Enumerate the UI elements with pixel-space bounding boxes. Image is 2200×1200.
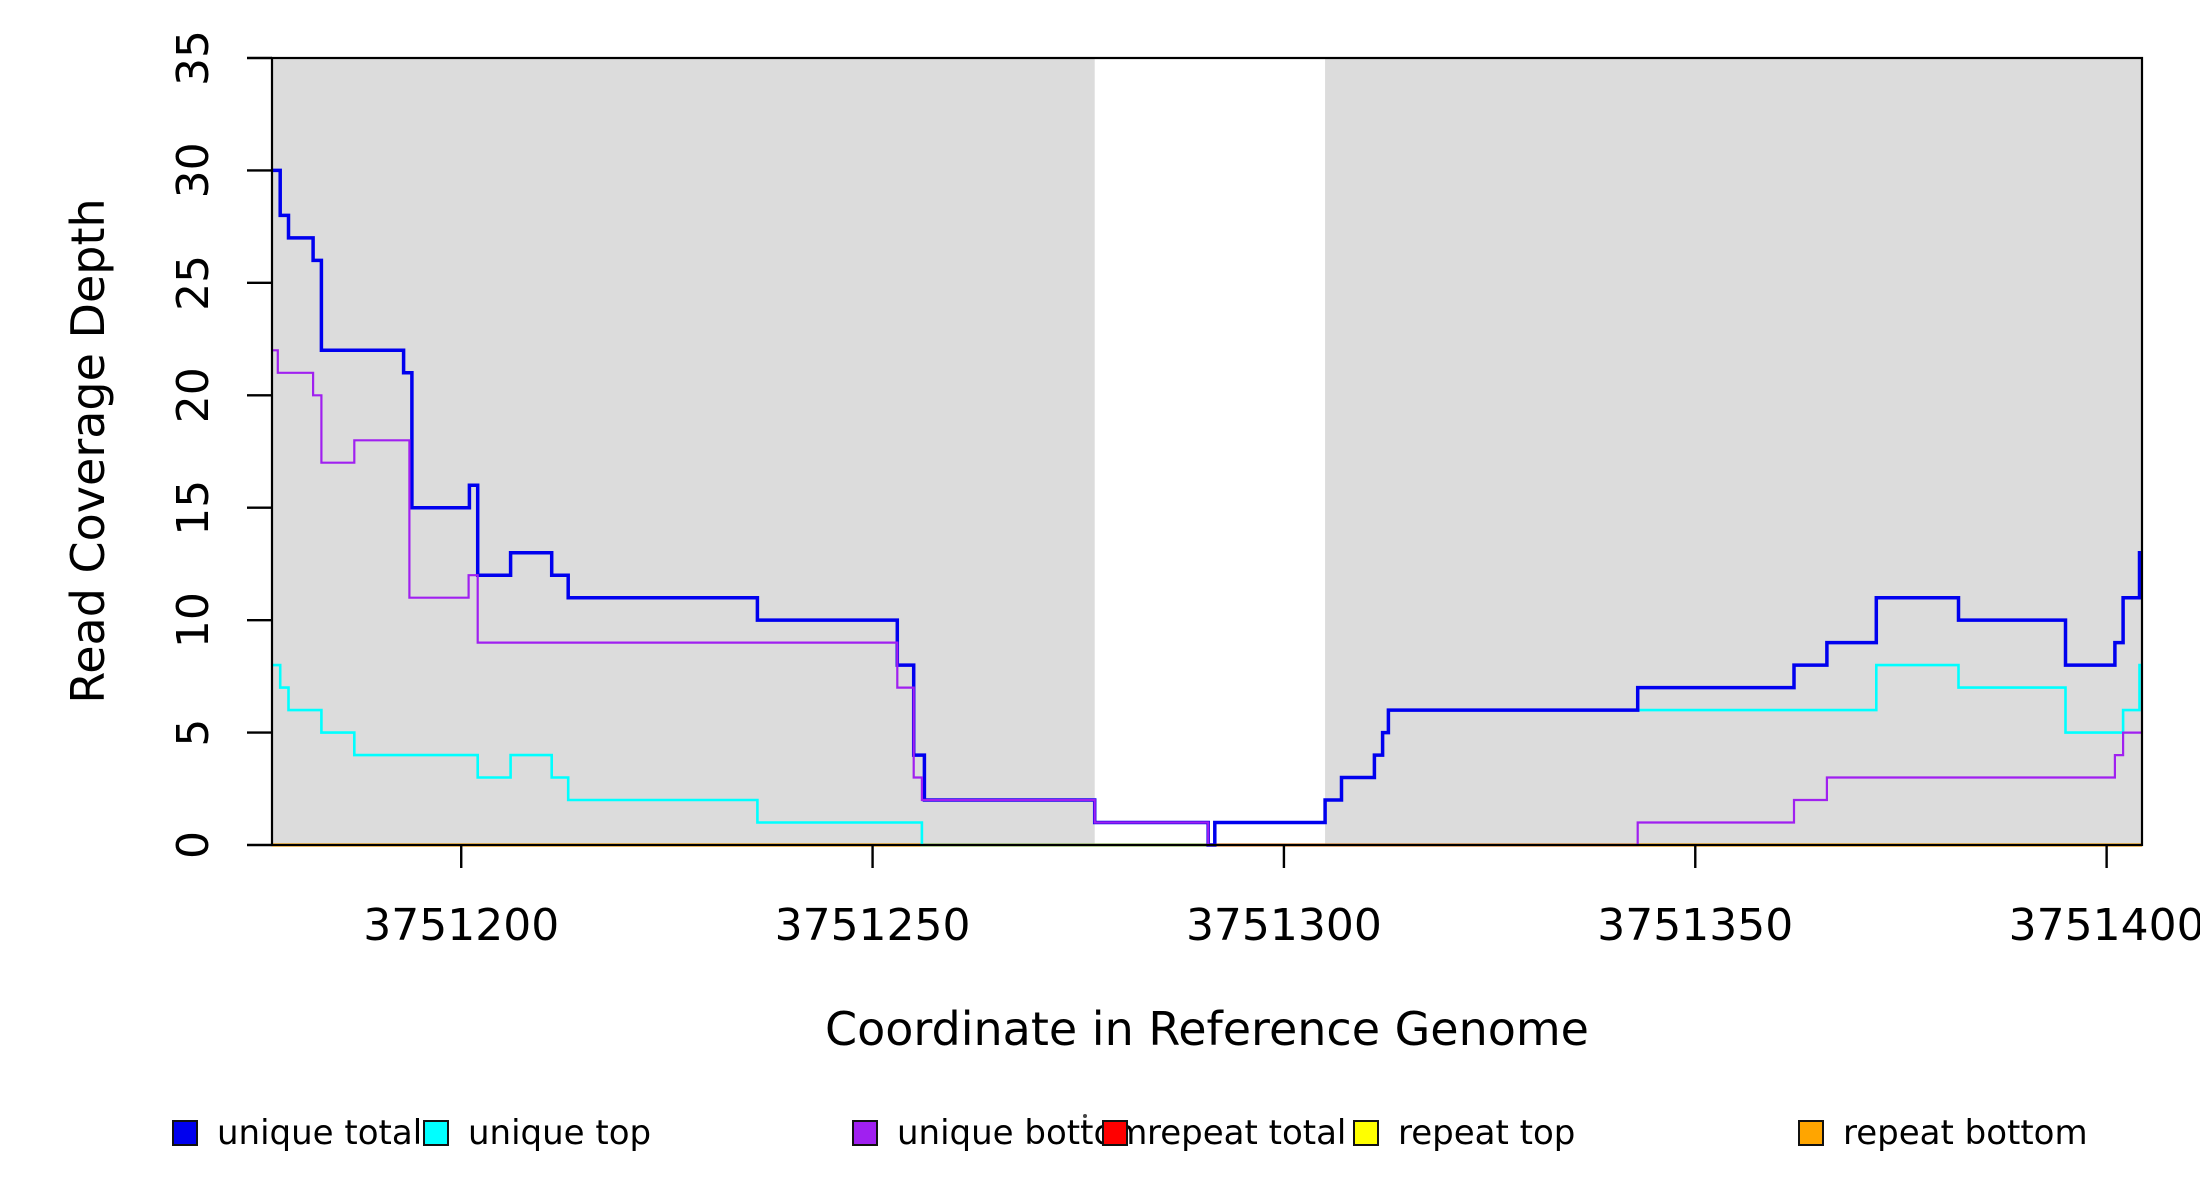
legend-label: repeat top [1398, 1113, 1576, 1153]
legend-swatch [1102, 1120, 1128, 1146]
x-tick-label: 3751350 [1597, 900, 1793, 951]
y-tick-label: 5 [168, 719, 219, 747]
legend-label: repeat bottom [1843, 1113, 2088, 1153]
y-tick-label: 20 [168, 367, 219, 423]
legend-item-unique-top: unique top [423, 1113, 652, 1153]
y-tick-label: 25 [168, 255, 219, 311]
legend-swatch [1798, 1120, 1824, 1146]
y-axis-title: Read Coverage Depth [61, 198, 115, 704]
legend-swatch [423, 1120, 449, 1146]
x-tick-label: 3751250 [775, 900, 971, 951]
x-tick-label: 3751300 [1186, 900, 1382, 951]
y-tick-label: 0 [168, 831, 219, 859]
plot-border [270, 56, 2144, 847]
shaded-region [1325, 58, 2142, 845]
legend-item-repeat-total: repeat total [1102, 1113, 1347, 1153]
x-axis-title: Coordinate in Reference Genome [825, 1002, 1589, 1056]
legend-item-repeat-bottom: repeat bottom [1798, 1113, 2088, 1153]
legend-label: unique total [217, 1113, 423, 1153]
series-unique-bottom-line [272, 349, 2142, 847]
y-tick-label: 15 [168, 480, 219, 536]
y-tick-label: 10 [168, 592, 219, 648]
x-tick-label: 3751400 [2009, 900, 2200, 951]
x-tick-label: 3751200 [363, 900, 559, 951]
y-tick-label: 35 [168, 30, 219, 86]
legend-item-repeat-top: repeat top [1353, 1113, 1576, 1153]
legend-swatch [1353, 1120, 1379, 1146]
legend-swatch [852, 1120, 878, 1146]
legend-label: repeat total [1147, 1113, 1347, 1153]
legend-item-unique-total: unique total [172, 1113, 423, 1153]
legend-swatch [172, 1120, 198, 1146]
shaded-region [272, 58, 1095, 845]
stray-dot [1083, 1114, 1087, 1118]
legend-label: unique top [468, 1113, 652, 1153]
y-tick-label: 30 [168, 142, 219, 198]
